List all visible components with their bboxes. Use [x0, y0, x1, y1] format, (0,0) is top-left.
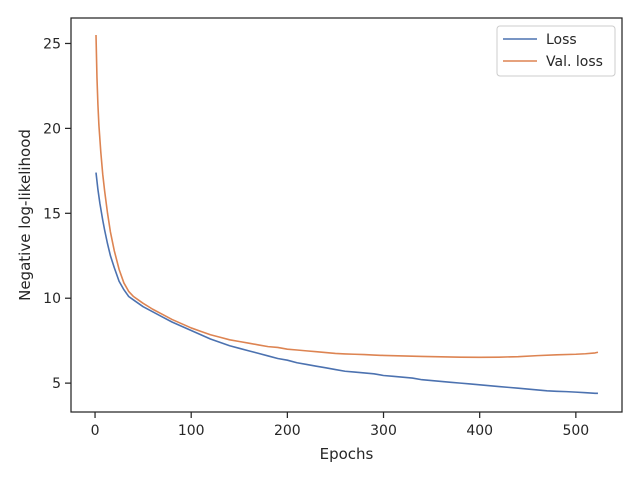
x-axis: 0 100 200 300 400 500: [91, 412, 589, 439]
y-tick-label: 10: [43, 291, 61, 307]
x-tick-label: 100: [178, 423, 205, 439]
x-tick-label: 400: [466, 423, 493, 439]
y-tick-label: 20: [43, 121, 61, 137]
series-lines: [95, 34, 599, 395]
x-tick-label: 500: [562, 423, 589, 439]
x-tick-label: 200: [274, 423, 301, 439]
y-axis: 5 10 15 20 25: [43, 36, 71, 392]
y-tick-label: 5: [52, 376, 61, 392]
y-tick-label: 25: [43, 36, 61, 52]
series-line-val-loss: [95, 34, 599, 359]
y-axis-label: Negative log-likelihood: [16, 129, 34, 301]
series-line-loss: [95, 172, 598, 395]
plot-area: [70, 17, 623, 413]
x-tick-label: 300: [370, 423, 397, 439]
x-tick-label: 0: [91, 423, 100, 439]
legend: Loss Val. loss: [496, 25, 616, 77]
x-axis-label: Epochs: [320, 445, 374, 463]
legend-label-val-loss: Val. loss: [546, 54, 603, 70]
y-tick-label: 15: [43, 206, 61, 222]
legend-label-loss: Loss: [546, 32, 577, 48]
